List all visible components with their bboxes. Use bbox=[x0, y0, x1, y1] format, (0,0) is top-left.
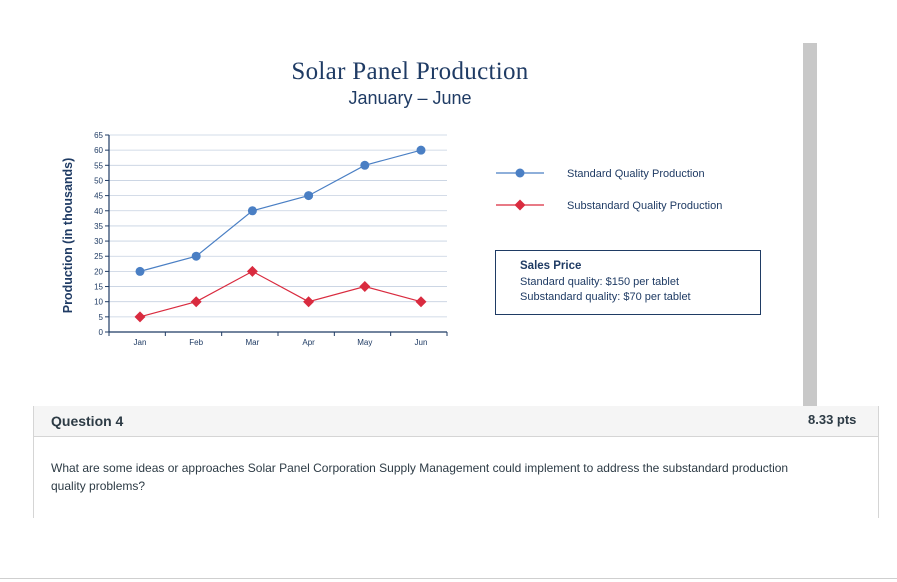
data-point bbox=[359, 281, 371, 293]
y-axis-label: Production (in thousands) bbox=[61, 158, 75, 314]
y-tick-label: 20 bbox=[94, 267, 103, 276]
y-tick-label: 55 bbox=[94, 161, 103, 170]
y-tick-label: 0 bbox=[99, 328, 104, 337]
y-tick-label: 15 bbox=[94, 283, 103, 292]
chart-subtitle: January – June bbox=[348, 88, 472, 108]
series-line bbox=[139, 149, 422, 272]
question-points: 8.33 pts bbox=[808, 412, 857, 427]
y-tick-label: 10 bbox=[94, 298, 103, 307]
data-point bbox=[191, 251, 201, 261]
y-tick-label: 45 bbox=[94, 192, 103, 201]
y-tick-label: 60 bbox=[94, 146, 103, 155]
data-point bbox=[135, 266, 145, 276]
data-point bbox=[304, 191, 314, 201]
x-tick-label: Jan bbox=[134, 338, 147, 347]
divider bbox=[0, 578, 897, 579]
data-point bbox=[360, 160, 370, 170]
y-tick-label: 65 bbox=[94, 131, 103, 140]
sales-price-standard: Standard quality: $150 per tablet bbox=[520, 276, 680, 288]
data-point bbox=[190, 296, 202, 308]
legend-marker bbox=[514, 199, 526, 211]
legend-marker bbox=[515, 168, 525, 178]
x-tick-label: Feb bbox=[189, 338, 203, 347]
data-point bbox=[416, 145, 426, 155]
y-tick-label: 50 bbox=[94, 176, 103, 185]
data-point bbox=[415, 296, 427, 308]
legend-label: Standard Quality Production bbox=[567, 168, 705, 180]
data-point bbox=[246, 265, 258, 277]
series-line bbox=[139, 270, 422, 318]
data-point bbox=[134, 311, 146, 323]
data-point bbox=[303, 296, 315, 308]
chart-title: Solar Panel Production bbox=[291, 58, 529, 85]
scrollbar-thumb[interactable] bbox=[803, 43, 817, 406]
question-title: Question 4 bbox=[51, 413, 124, 429]
question-text: What are some ideas or approaches Solar … bbox=[51, 461, 789, 493]
question-header: Question 4 bbox=[34, 406, 878, 437]
sales-price-substandard: Substandard quality: $70 per tablet bbox=[520, 291, 691, 303]
sales-price-title: Sales Price bbox=[520, 260, 582, 272]
data-point bbox=[247, 206, 257, 216]
x-tick-label: Mar bbox=[246, 338, 260, 347]
legend-label: Substandard Quality Production bbox=[567, 200, 722, 212]
y-tick-label: 35 bbox=[94, 222, 103, 231]
y-tick-label: 30 bbox=[94, 237, 103, 246]
x-tick-label: Apr bbox=[302, 338, 315, 347]
question-panel: Question 4 What are some ideas or approa… bbox=[33, 406, 879, 518]
y-tick-label: 25 bbox=[94, 252, 103, 261]
y-tick-label: 5 bbox=[99, 313, 104, 322]
x-tick-label: May bbox=[357, 338, 372, 347]
sales-price-box: Sales Price Standard quality: $150 per t… bbox=[495, 250, 761, 315]
y-tick-label: 40 bbox=[94, 207, 103, 216]
x-tick-label: Jun bbox=[415, 338, 428, 347]
